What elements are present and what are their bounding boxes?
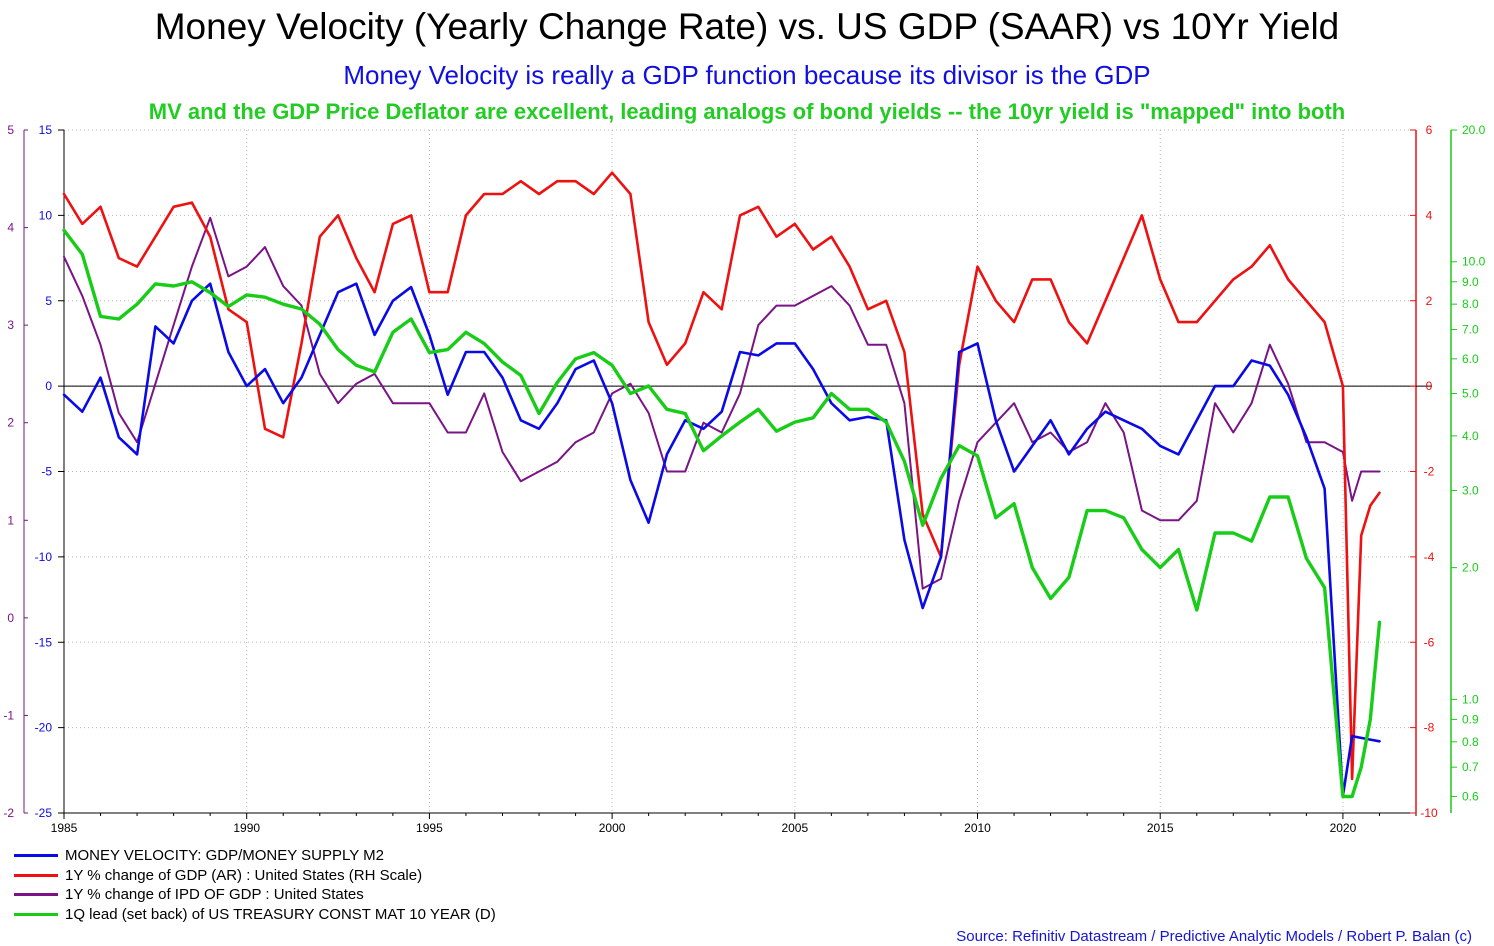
yield-axis-tick-label: 0.9	[1462, 712, 1479, 726]
x-tick-label: 2010	[964, 821, 991, 835]
chart-title: Money Velocity (Yearly Change Rate) vs. …	[154, 6, 1340, 47]
ipd-axis-tick-label: 5	[7, 123, 14, 137]
mv-axis-tick-label: 15	[39, 123, 53, 137]
ipd-axis-tick-label: 4	[7, 221, 14, 235]
mv-axis-tick-label: 5	[45, 294, 52, 308]
yield-axis-tick-label: 0.6	[1462, 789, 1479, 803]
gdp-axis-tick-label: 6	[1426, 123, 1433, 137]
x-tick-label: 1985	[51, 821, 78, 835]
x-tick-label: 1995	[416, 821, 443, 835]
ipd-axis-tick-label: 0	[7, 611, 14, 625]
yield-axis-tick-label: 7.0	[1462, 323, 1479, 337]
gdp-axis-tick-label: 0	[1426, 379, 1433, 393]
gdp-axis-tick-label: 4	[1426, 208, 1433, 222]
ipd-axis-tick-label: -1	[3, 708, 14, 722]
series-line-mv	[62, 282, 1381, 798]
gdp-axis-tick-label: -10	[1420, 806, 1438, 820]
mv-axis-tick-label: 0	[45, 379, 52, 393]
legend-item-mv: MONEY VELOCITY: GDP/MONEY SUPPLY M2	[14, 846, 496, 866]
series-line-ipd	[63, 216, 1381, 590]
ipd-axis-tick-label: 3	[7, 318, 14, 332]
ipd-axis-tick-label: 2	[7, 416, 14, 430]
source-credit: Source: Refinitiv Datastream / Predictiv…	[956, 928, 1472, 945]
legend-swatch-mv	[14, 854, 58, 858]
mv-axis-tick-label: -25	[35, 806, 53, 820]
legend-item-ipd: 1Y % change of IPD OF GDP : United State…	[14, 885, 496, 905]
ipd-axis-tick-label: -2	[3, 806, 14, 820]
yield-axis-tick-label: 9.0	[1462, 275, 1479, 289]
mv-axis-tick-label: -20	[35, 721, 53, 735]
legend-label-ipd: 1Y % change of IPD OF GDP : United State…	[65, 886, 364, 904]
x-tick-label: 2005	[781, 821, 808, 835]
yield-axis-tick-label: 2.0	[1462, 561, 1479, 575]
yield-axis-tick-label: 20.0	[1462, 123, 1486, 137]
mv-axis-tick-label: -15	[35, 635, 53, 649]
x-tick-label: 2015	[1147, 821, 1174, 835]
mv-axis-tick-label: -10	[35, 550, 53, 564]
gdp-axis-tick-label: -6	[1424, 635, 1435, 649]
series-line-yield	[62, 228, 1382, 799]
gdp-axis-tick-label: -4	[1424, 550, 1435, 564]
chart-subtitle: Money Velocity is really a GDP function …	[343, 60, 1151, 90]
x-tick-label: 2000	[599, 821, 626, 835]
yield-axis-tick-label: 8.0	[1462, 297, 1479, 311]
yield-axis-tick-label: 3.0	[1462, 484, 1479, 498]
gdp-axis-tick-label: 2	[1426, 294, 1433, 308]
ipd-axis-tick-label: 1	[7, 513, 14, 527]
legend-label-gdp: 1Y % change of GDP (AR) : United States …	[65, 866, 423, 884]
yield-axis-tick-label: 0.7	[1462, 760, 1479, 774]
yield-axis-tick-label: 6.0	[1462, 352, 1479, 366]
yield-axis-tick-label: 0.8	[1462, 735, 1479, 749]
mv-axis-tick-label: -5	[41, 465, 52, 479]
yield-axis-tick-label: 10.0	[1462, 255, 1486, 269]
yield-axis-tick-label: 4.0	[1462, 429, 1479, 443]
mv-axis-tick-label: 10	[39, 208, 53, 222]
yield-axis-tick-label: 5.0	[1462, 386, 1479, 400]
legend-swatch-yield	[14, 912, 58, 916]
gdp-axis-tick-label: -2	[1424, 465, 1435, 479]
yield-axis-tick-label: 1.0	[1462, 692, 1479, 706]
legend-label-yield: 1Q lead (set back) of US TREASURY CONST …	[65, 905, 496, 923]
series-line-gdp	[62, 171, 1381, 781]
x-tick-label: 2020	[1330, 821, 1357, 835]
legend-swatch-ipd	[14, 893, 58, 897]
x-tick-label: 1990	[233, 821, 260, 835]
chart-subtitle-secondary: MV and the GDP Price Deflator are excell…	[148, 99, 1346, 124]
gdp-axis-tick-label: -8	[1424, 721, 1435, 735]
chart-legend: MONEY VELOCITY: GDP/MONEY SUPPLY M2 1Y %…	[14, 846, 496, 924]
legend-item-yield: 1Q lead (set back) of US TREASURY CONST …	[14, 905, 496, 925]
legend-swatch-gdp	[14, 873, 58, 877]
legend-label-mv: MONEY VELOCITY: GDP/MONEY SUPPLY M2	[65, 847, 384, 865]
legend-item-gdp: 1Y % change of GDP (AR) : United States …	[14, 866, 496, 886]
